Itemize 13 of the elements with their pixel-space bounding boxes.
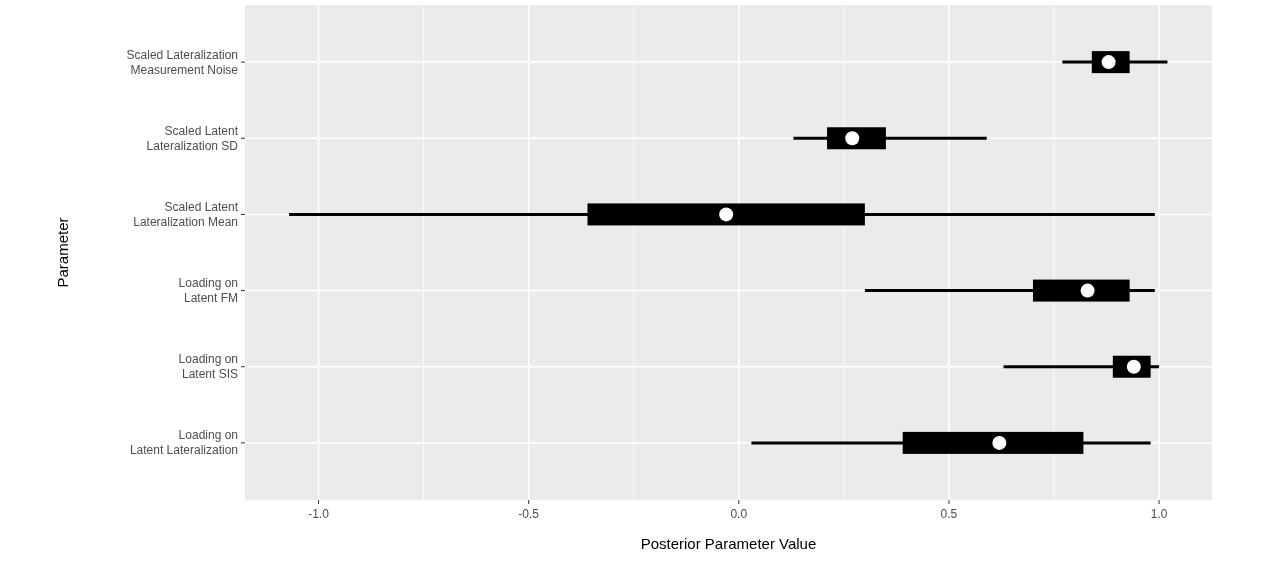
y-axis-title: Parameter xyxy=(54,217,71,288)
x-tick-label: 0.5 xyxy=(940,507,958,521)
y-tick-label: Scaled Latent Lateralization Mean xyxy=(133,199,239,229)
y-tick-label: Scaled Lateralization Measurement Noise xyxy=(126,47,239,77)
x-tick-label: -0.5 xyxy=(518,507,540,521)
y-tick-label: Loading on Latent FM xyxy=(178,276,238,306)
x-tick-label: -1.0 xyxy=(308,507,330,521)
y-tick-label: Loading on Latent SIS xyxy=(178,352,238,382)
y-tick-label: Loading on Latent Lateralization xyxy=(129,428,238,458)
x-tick-label: 1.0 xyxy=(1150,507,1168,521)
y-tick-label: Scaled Latent Lateralization SD xyxy=(146,123,239,153)
x-axis-title: Posterior Parameter Value xyxy=(640,535,817,552)
x-tick-label: 0.0 xyxy=(730,507,748,521)
